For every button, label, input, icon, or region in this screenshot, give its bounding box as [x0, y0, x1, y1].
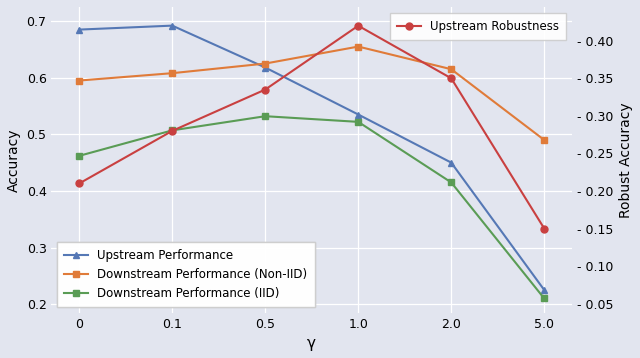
Downstream Performance (IID) — [261, 114, 269, 118]
Upstream Robustness — [540, 226, 548, 231]
Upstream Robustness — [261, 87, 269, 92]
Downstream Performance (Non-IID) — [261, 62, 269, 66]
Upstream Robustness — [76, 181, 83, 185]
Downstream Performance (Non-IID) — [447, 67, 455, 71]
Downstream Performance (Non-IID) — [76, 78, 83, 83]
Downstream Performance (Non-IID) — [168, 71, 176, 75]
Downstream Performance (IID) — [168, 128, 176, 132]
Line: Upstream Robustness: Upstream Robustness — [76, 22, 548, 232]
Downstream Performance (IID) — [540, 296, 548, 301]
Line: Downstream Performance (IID): Downstream Performance (IID) — [76, 113, 548, 302]
Line: Upstream Performance: Upstream Performance — [76, 22, 548, 294]
Legend: Upstream Performance, Downstream Performance (Non-IID), Downstream Performance (: Upstream Performance, Downstream Perform… — [57, 242, 315, 307]
Downstream Performance (IID) — [447, 180, 455, 185]
Downstream Performance (Non-IID) — [540, 138, 548, 142]
Upstream Performance — [261, 66, 269, 70]
Downstream Performance (IID) — [76, 154, 83, 158]
Y-axis label: Robust Accuracy: Robust Accuracy — [619, 102, 633, 218]
Line: Downstream Performance (Non-IID): Downstream Performance (Non-IID) — [76, 43, 548, 144]
Upstream Performance — [355, 112, 362, 117]
X-axis label: γ: γ — [307, 336, 316, 351]
Upstream Robustness — [447, 76, 455, 81]
Upstream Performance — [447, 160, 455, 165]
Downstream Performance (Non-IID) — [355, 44, 362, 49]
Upstream Performance — [168, 24, 176, 28]
Upstream Performance — [76, 28, 83, 32]
Y-axis label: Accuracy: Accuracy — [7, 128, 21, 192]
Legend: Upstream Robustness: Upstream Robustness — [390, 13, 566, 40]
Upstream Robustness — [168, 129, 176, 133]
Upstream Robustness — [355, 24, 362, 28]
Upstream Performance — [540, 288, 548, 292]
Downstream Performance (IID) — [355, 120, 362, 124]
